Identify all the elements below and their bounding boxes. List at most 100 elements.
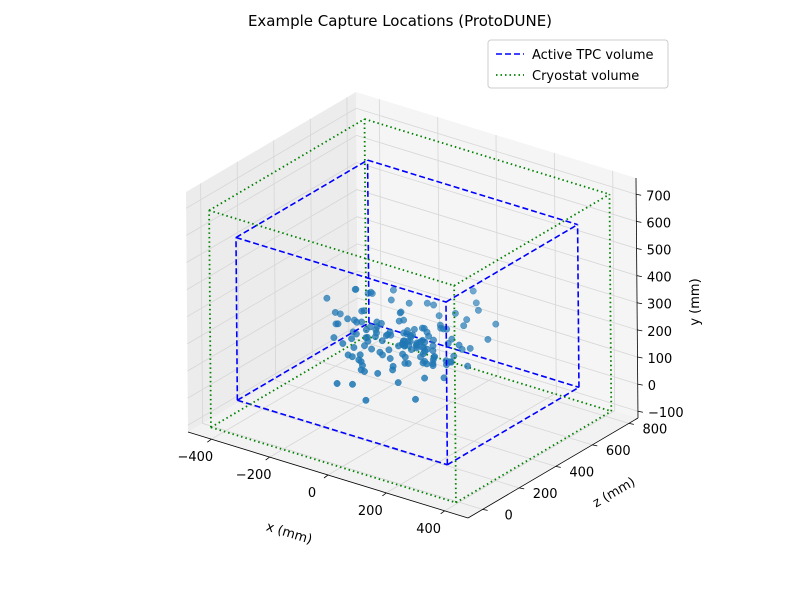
z-tick-mark xyxy=(519,487,525,490)
y-tick-mark xyxy=(637,383,643,386)
scatter-point xyxy=(360,307,368,315)
scatter-point xyxy=(348,353,356,361)
scatter-point xyxy=(395,317,403,325)
chart-title: Example Capture Locations (ProtoDUNE) xyxy=(248,12,552,30)
scatter-point xyxy=(386,355,394,362)
legend-label-tpc: Active TPC volume xyxy=(532,48,654,63)
x-tick-mark xyxy=(382,492,387,497)
grid-line-y xyxy=(187,243,638,345)
volume-edge-cryostat xyxy=(363,119,368,336)
scatter-point xyxy=(472,299,480,307)
y-tick-label: 100 xyxy=(647,352,672,367)
z-tick-mark xyxy=(482,509,488,511)
scatter-point xyxy=(348,335,356,343)
scatter-point xyxy=(389,286,397,294)
scatter-point xyxy=(421,347,429,355)
capture-points xyxy=(323,285,500,404)
y-tick-label: 300 xyxy=(647,298,672,313)
scatter-point xyxy=(395,342,402,350)
volume-edge-cryostat xyxy=(208,118,365,212)
scatter-point xyxy=(401,353,409,361)
scatter-point xyxy=(460,322,468,330)
scatter-point xyxy=(377,319,385,327)
volume-edge-tpc xyxy=(236,322,370,401)
scatter-point xyxy=(384,331,392,339)
volume-box-front-edges xyxy=(208,118,612,504)
scatter-point xyxy=(351,285,359,293)
y-tick-label: 400 xyxy=(647,271,672,286)
grid-line-y xyxy=(186,134,637,236)
scatter-point xyxy=(400,329,408,337)
scatter-point xyxy=(387,296,395,304)
y-tick-mark xyxy=(636,275,642,278)
scatter-point xyxy=(362,396,370,404)
y-tick-mark xyxy=(636,248,642,250)
scatter-point xyxy=(401,341,409,349)
x-tick-label: −400 xyxy=(177,450,213,465)
volume-edge-tpc xyxy=(367,159,578,226)
scatter-point xyxy=(412,395,419,403)
axis-lines xyxy=(187,177,644,519)
legend-label-cryostat: Cryostat volume xyxy=(532,69,639,84)
scatter-point xyxy=(423,299,431,307)
scatter-point xyxy=(405,299,413,307)
x-tick-label: 0 xyxy=(308,486,316,501)
scatter-point xyxy=(331,308,339,316)
scatter-point xyxy=(349,380,356,388)
x-tick-label: −200 xyxy=(236,468,272,483)
scatter-point xyxy=(412,341,420,349)
volume-edge-tpc xyxy=(237,399,448,466)
grid-line-x xyxy=(327,134,499,476)
y-tick-label: −100 xyxy=(648,406,684,421)
scatter-point xyxy=(429,362,437,370)
scatter-point xyxy=(344,315,352,323)
x-tick-mark xyxy=(440,510,445,515)
scatter-point xyxy=(339,340,347,347)
y-tick-mark xyxy=(637,356,643,359)
y-tick-label: 500 xyxy=(647,244,672,259)
y-tick-label: 200 xyxy=(647,325,672,340)
scatter-point xyxy=(425,332,433,340)
y-tick-mark xyxy=(636,302,643,305)
y-tick-label: 700 xyxy=(646,189,671,204)
scatter-point xyxy=(362,326,370,334)
x-tick-mark xyxy=(323,474,329,479)
x-tick-label: 400 xyxy=(416,522,441,537)
scatter-point xyxy=(451,309,459,317)
scatter-point xyxy=(385,346,393,354)
scatter-point xyxy=(374,369,382,377)
volume-edge-tpc xyxy=(446,386,580,466)
scatter-point xyxy=(423,360,431,368)
y-tick-label: 600 xyxy=(646,216,671,231)
y-axis-line xyxy=(635,177,639,419)
z-tick-mark xyxy=(555,465,561,468)
scatter-point xyxy=(376,348,384,356)
volume-edge-tpc xyxy=(576,224,580,388)
grid-line-y xyxy=(187,270,638,372)
scatter-point xyxy=(469,287,477,295)
x-axis-label: x (mm) xyxy=(264,520,314,548)
scatter-point xyxy=(430,353,438,361)
grid-line-z xyxy=(309,118,593,446)
legend: Active TPC volume Cryostat volume xyxy=(487,39,669,89)
scatter-point xyxy=(358,318,366,326)
scatter-point xyxy=(368,345,376,353)
scatter-point xyxy=(436,321,444,329)
scatter-point xyxy=(394,379,402,387)
scatter-point xyxy=(404,360,412,367)
scatter-point xyxy=(484,335,492,343)
scatter-point xyxy=(378,337,386,345)
scatter-point xyxy=(350,344,358,351)
scatter-point xyxy=(371,333,379,341)
scatter-point xyxy=(330,334,338,342)
z-tick-label: 800 xyxy=(642,422,667,437)
volume-edge-cryostat xyxy=(208,210,212,428)
grid-line-y xyxy=(186,216,638,318)
scatter-point xyxy=(464,362,472,370)
y-tick-mark xyxy=(636,220,642,223)
scatter-point xyxy=(323,294,331,302)
z-axis-label: z (mm) xyxy=(590,475,638,511)
volume-edge-cryostat xyxy=(210,335,367,429)
volume-edge-tpc xyxy=(445,223,579,303)
scatter-point xyxy=(463,316,471,324)
